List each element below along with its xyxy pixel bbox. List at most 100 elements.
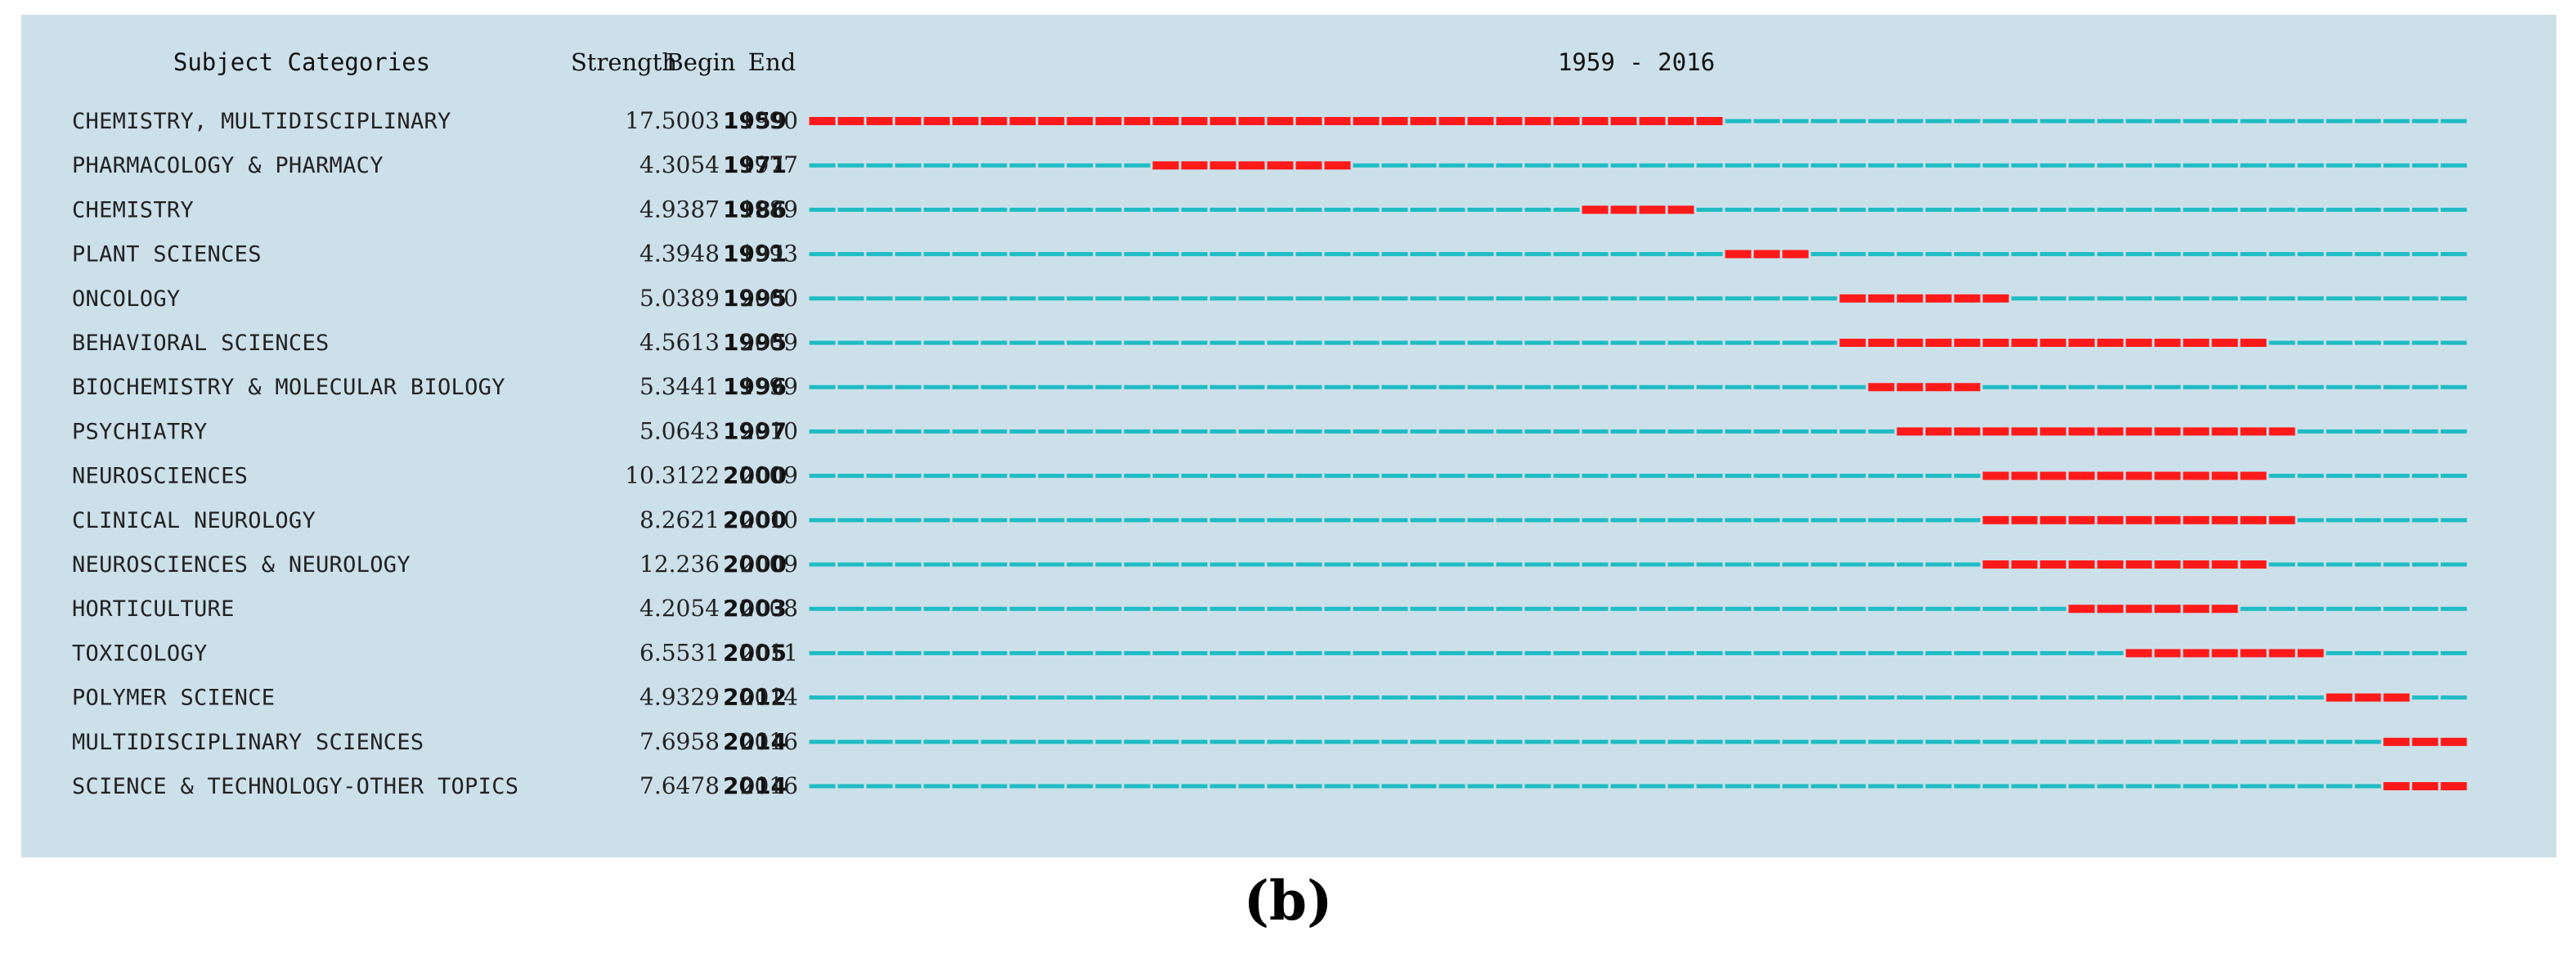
burst-segment	[2097, 560, 2124, 569]
timeline-segment	[1582, 474, 1609, 479]
timeline-segment	[1496, 562, 1523, 567]
begin-year: 2012	[723, 684, 787, 711]
timeline-segment	[1438, 606, 1465, 611]
timeline-segment	[1410, 606, 1437, 611]
timeline-segment	[1954, 518, 1981, 523]
timeline-segment	[1811, 207, 1838, 212]
timeline-segment	[1381, 340, 1408, 345]
timeline-segment	[1124, 429, 1151, 434]
category-label: CHEMISTRY	[72, 197, 194, 223]
timeline-segment	[1954, 252, 1981, 257]
timeline-segment	[2326, 474, 2353, 479]
timeline-segment	[837, 340, 864, 345]
timeline-segment	[1610, 163, 1637, 168]
category-label: BEHAVIORAL SCIENCES	[72, 331, 330, 356]
timeline-segment	[1553, 606, 1580, 611]
timeline-segment	[1954, 163, 1981, 168]
timeline-segment	[2383, 119, 2410, 124]
timeline-segment	[952, 296, 979, 301]
strength-value: 5.3441	[640, 373, 720, 400]
timeline-segment	[2412, 606, 2439, 611]
timeline-segment	[1610, 606, 1637, 611]
timeline-segment	[1124, 740, 1151, 744]
burst-segment	[1753, 250, 1780, 259]
header-end: End	[748, 48, 796, 76]
timeline-segment	[2326, 163, 2353, 168]
timeline-segment	[2154, 207, 2181, 212]
timeline-segment	[2440, 695, 2467, 700]
timeline-segment	[1582, 385, 1609, 389]
timeline-segment	[1667, 518, 1694, 523]
timeline-segment	[2326, 562, 2353, 567]
burst-segment	[1038, 117, 1065, 125]
timeline-segment	[2011, 695, 2038, 700]
timeline-segment	[1038, 606, 1065, 611]
timeline-segment	[1209, 429, 1236, 434]
timeline-segment	[1496, 695, 1523, 700]
timeline-segment	[1209, 606, 1236, 611]
timeline-segment	[2040, 385, 2067, 389]
timeline-segment	[1868, 163, 1895, 168]
timeline-segment	[1410, 518, 1437, 523]
timeline-segment	[1753, 740, 1780, 744]
timeline-segment	[2440, 606, 2467, 611]
begin-year: 1997	[723, 417, 787, 444]
timeline-segment	[1610, 296, 1637, 301]
timeline-segment	[1038, 207, 1065, 212]
burst-segment	[1066, 117, 1093, 125]
burst-segment	[1496, 117, 1523, 125]
timeline-segment	[2326, 740, 2353, 744]
timeline-segment	[1295, 562, 1322, 567]
burst-segment	[1238, 161, 1265, 170]
timeline-segment	[1553, 562, 1580, 567]
timeline-segment	[1038, 163, 1065, 168]
timeline-segment	[1725, 606, 1752, 611]
timeline-segment	[1438, 207, 1465, 212]
burst-segment	[1925, 383, 1952, 392]
timeline-segment	[1124, 474, 1151, 479]
timeline-segment	[809, 385, 836, 389]
timeline-segment	[952, 562, 979, 567]
timeline-segment	[1582, 429, 1609, 434]
timeline-segment	[1925, 163, 1952, 168]
timeline-segment	[1982, 119, 2009, 124]
timeline-segment	[1381, 740, 1408, 744]
burst-segment	[2211, 471, 2238, 480]
timeline-segment	[1553, 518, 1580, 523]
timeline-segment	[1982, 207, 2009, 212]
timeline-segment	[809, 784, 836, 789]
timeline-segment	[1553, 429, 1580, 434]
timeline-segment	[1467, 784, 1494, 789]
burst-segment	[2412, 737, 2439, 746]
timeline-segment	[1639, 163, 1666, 168]
timeline-segment	[1667, 695, 1694, 700]
timeline-segment	[923, 740, 950, 744]
chart-panel: Subject Categories Strength Begin End 19…	[21, 15, 2556, 857]
timeline-segment	[1467, 474, 1494, 479]
timeline-segment	[1696, 429, 1723, 434]
timeline-segment	[1725, 429, 1752, 434]
timeline-segment	[1782, 163, 1809, 168]
timeline-segment	[1238, 784, 1265, 789]
timeline-segment	[2326, 650, 2353, 655]
burst-segment	[1868, 339, 1895, 347]
timeline-segment	[837, 518, 864, 523]
timeline-segment	[2097, 740, 2124, 744]
timeline-segment	[1925, 784, 1952, 789]
timeline-segment	[981, 296, 1008, 301]
timeline-segment	[1209, 385, 1236, 389]
strength-value: 12.236	[640, 551, 720, 578]
timeline-segment	[2326, 429, 2353, 434]
timeline-segment	[2269, 252, 2296, 257]
timeline-segment	[1238, 650, 1265, 655]
burst-segment	[1295, 117, 1322, 125]
timeline-segment	[1238, 207, 1265, 212]
timeline-segment	[2183, 784, 2210, 789]
timeline-segment	[1353, 385, 1380, 389]
burst-segment	[1181, 161, 1208, 170]
burst-segment	[2011, 515, 2038, 524]
timeline-segment	[2440, 207, 2467, 212]
